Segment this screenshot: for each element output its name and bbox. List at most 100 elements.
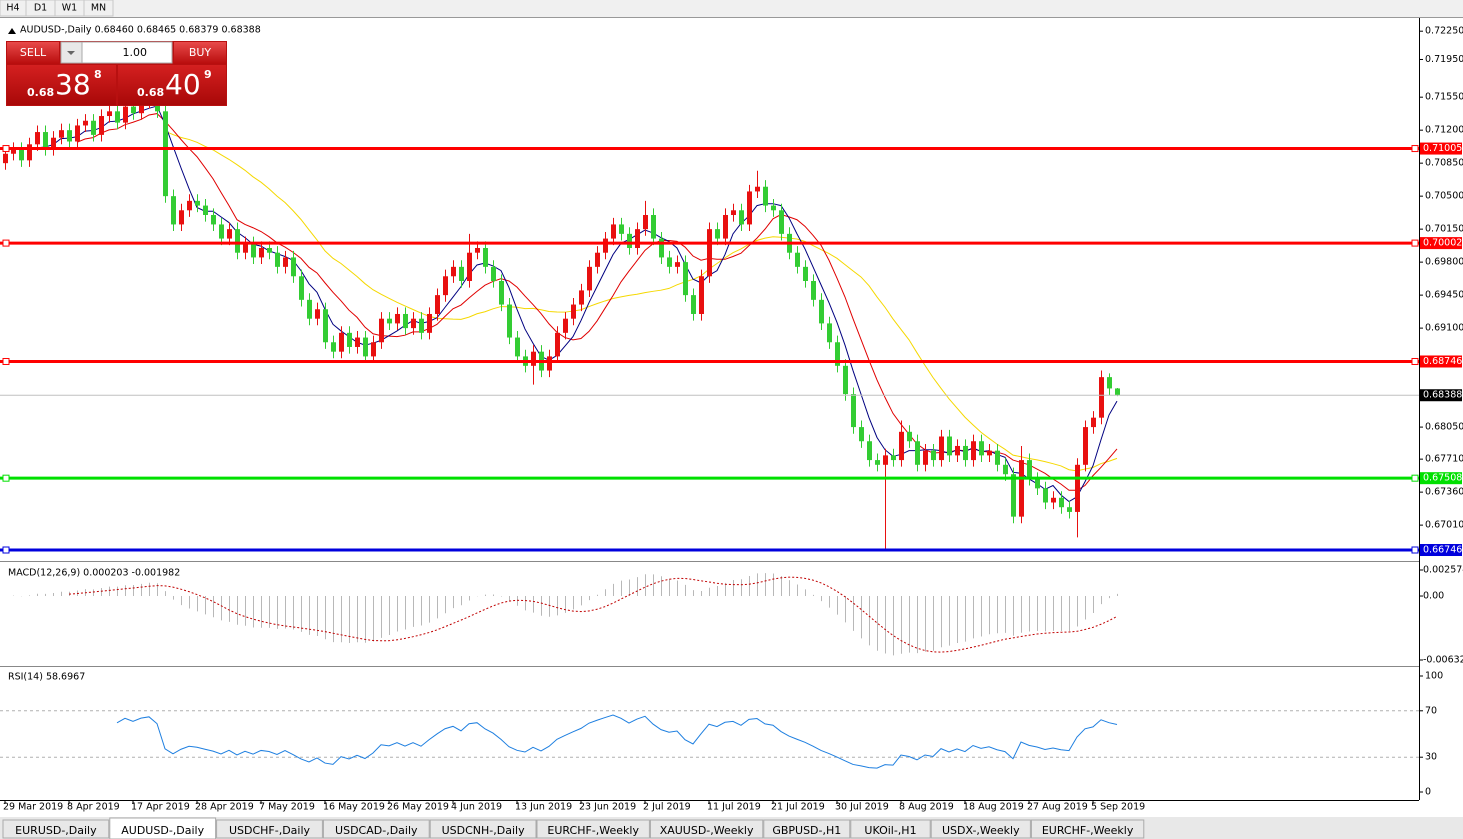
candle-body	[227, 229, 232, 239]
level-anchor[interactable]	[1411, 145, 1419, 153]
tab[interactable]	[109, 817, 217, 839]
tab[interactable]	[216, 819, 323, 839]
candle-body	[1099, 377, 1104, 418]
macd-tick-label: 0.00	[1423, 591, 1444, 602]
candle-body	[11, 149, 16, 154]
tab-label[interactable]: EURCHF-,Weekly	[547, 824, 639, 837]
tab-label[interactable]: EURUSD-,Daily	[15, 824, 97, 837]
level-label: 0.66746	[1423, 545, 1462, 556]
timeframe-label[interactable]: H4	[6, 3, 19, 14]
candle-body	[859, 427, 864, 442]
candle-body	[923, 450, 928, 465]
tab-label[interactable]: UKOil-,H1	[864, 824, 916, 837]
level-anchor[interactable]	[2, 474, 10, 482]
level-anchor[interactable]	[1411, 474, 1419, 482]
sell-price-small[interactable]: 8	[94, 68, 102, 81]
tab[interactable]	[649, 819, 764, 839]
candle-body	[235, 229, 240, 253]
tab[interactable]	[850, 819, 931, 839]
tab[interactable]	[322, 819, 430, 839]
tab-label[interactable]: USDX-,Weekly	[942, 824, 1020, 837]
tab[interactable]	[763, 819, 851, 839]
candle-body	[19, 149, 24, 161]
level-anchor[interactable]	[2, 239, 10, 247]
tab[interactable]	[536, 819, 650, 839]
x-tick-label: 4 Jun 2019	[451, 802, 502, 813]
timeframe-label[interactable]: D1	[34, 3, 47, 14]
tab-label[interactable]: AUDUSD-,Daily	[121, 824, 204, 837]
candle-body	[715, 229, 720, 239]
candle-body	[347, 332, 352, 347]
candle-body	[779, 210, 784, 234]
timeframe-label[interactable]: W1	[62, 3, 77, 14]
bid-label: 0.68388	[1423, 390, 1462, 401]
tab[interactable]	[1030, 819, 1145, 839]
candle-body	[387, 318, 392, 324]
level-anchor[interactable]	[1411, 357, 1419, 365]
buy-label[interactable]: BUY	[189, 46, 212, 59]
buy-price-prefix[interactable]: 0.68	[137, 86, 164, 99]
rsi-tick-label: 70	[1425, 705, 1437, 716]
candle-body	[835, 342, 840, 366]
chart-background	[0, 17, 1463, 817]
x-tick-label: 28 Apr 2019	[195, 802, 254, 813]
candle-body	[1115, 388, 1120, 396]
candle-body	[491, 266, 496, 281]
candle-body	[707, 229, 712, 277]
x-tick-label: 7 May 2019	[259, 802, 315, 813]
candle-body	[891, 455, 896, 461]
timeframe-label[interactable]: MN	[91, 3, 106, 14]
sell-price-box[interactable]	[7, 65, 116, 105]
candle-body	[307, 299, 312, 319]
y-tick-label: 0.69800	[1425, 257, 1463, 268]
y-tick-label: 0.70500	[1425, 191, 1463, 202]
candle-body	[195, 200, 200, 206]
candle-body	[483, 247, 488, 267]
rsi-label: RSI(14) 58.6967	[8, 672, 85, 683]
tab[interactable]	[930, 819, 1031, 839]
buy-price-big[interactable]: 40	[165, 68, 201, 101]
candle-body	[371, 342, 376, 357]
level-label-box	[1420, 237, 1462, 250]
candle-body	[531, 351, 536, 366]
candle-body	[579, 290, 584, 305]
x-tick-label: 18 Aug 2019	[963, 802, 1024, 813]
lot-value[interactable]: 1.00	[123, 46, 148, 59]
sell-label[interactable]: SELL	[20, 46, 47, 59]
collapse-arrow[interactable]	[8, 28, 16, 34]
buy-price-small[interactable]: 9	[204, 68, 212, 81]
timeframe-bar: H4 D1 W1 MN	[0, 0, 114, 17]
buy-button[interactable]	[174, 42, 226, 64]
rsi-tick-label: 100	[1425, 671, 1443, 682]
candle-body	[931, 450, 936, 461]
sell-price-big[interactable]: 38	[55, 68, 91, 101]
tab-label[interactable]: USDCNH-,Daily	[442, 824, 525, 837]
level-anchor[interactable]	[1411, 239, 1419, 247]
tab-label[interactable]: USDCAD-,Daily	[335, 824, 418, 837]
tab-label[interactable]: GBPUSD-,H1	[772, 824, 841, 837]
candle-body	[259, 247, 264, 258]
sell-price-prefix[interactable]: 0.68	[27, 86, 54, 99]
buy-price-box[interactable]	[118, 65, 226, 105]
chart-title: AUDUSD-,Daily 0.68460 0.68465 0.68379 0.…	[20, 25, 261, 36]
lot-input[interactable]	[81, 41, 173, 64]
candle-body	[83, 120, 88, 126]
timeframe-button[interactable]	[83, 0, 114, 17]
y-tick-label: 0.68050	[1425, 422, 1463, 433]
tab[interactable]	[429, 819, 537, 839]
candle-body	[91, 120, 96, 135]
level-anchor[interactable]	[1411, 546, 1419, 554]
sell-button[interactable]	[7, 42, 59, 64]
candle-body	[1107, 377, 1112, 389]
tab-label[interactable]: EURCHF-,Weekly	[1042, 824, 1134, 837]
level-anchor[interactable]	[2, 145, 10, 153]
tab[interactable]	[2, 819, 110, 839]
level-anchor[interactable]	[2, 546, 10, 554]
candle-body	[1035, 478, 1040, 489]
x-tick-label: 11 Jul 2019	[707, 802, 761, 813]
level-anchor[interactable]	[2, 357, 10, 365]
tab-label[interactable]: USDCHF-,Daily	[229, 824, 311, 837]
tab-label[interactable]: XAUUSD-,Weekly	[660, 824, 754, 837]
x-tick-label: 30 Jul 2019	[835, 802, 889, 813]
